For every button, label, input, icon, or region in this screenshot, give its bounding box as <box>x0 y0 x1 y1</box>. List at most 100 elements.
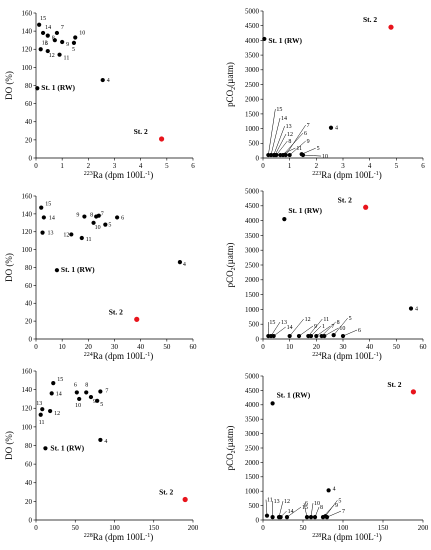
y-tick-label: 500 <box>249 321 260 329</box>
y-tick-label: 0 <box>29 335 33 343</box>
point-label: 9 <box>335 503 338 509</box>
leader-line <box>342 329 358 337</box>
chart-panel-4: 0500100015002000250030003500400045005000… <box>225 187 427 361</box>
y-tick-label: 120 <box>22 228 33 236</box>
y-axis-label: pCO2(µatm) <box>225 62 237 107</box>
station-label: St. 2 <box>363 15 377 24</box>
y-tick-label: 20 <box>25 318 33 326</box>
y-tick-label: 1500 <box>245 110 260 118</box>
leader-line <box>308 318 323 337</box>
x-tick-label: 1 <box>60 162 64 170</box>
data-point-st-2 <box>159 136 165 142</box>
y-tick-label: 0 <box>256 335 260 343</box>
chart-panel-2: 0 500 1000 1500 2000 2500 3000 3500 4000 4500 5000… <box>225 7 425 180</box>
y-tick-label: 40 <box>25 118 33 126</box>
x-tick-label: 5 <box>395 162 399 170</box>
x-axis-label: 228Ra (dpm 100L-1) <box>312 532 382 542</box>
point-label: 8 <box>85 382 88 388</box>
data-point-7 <box>54 30 60 36</box>
data-point-11 <box>38 412 43 417</box>
point-label: 15 <box>57 377 63 383</box>
y-tick-label: 0 <box>29 154 33 162</box>
y-tick-label: 60 <box>25 100 33 108</box>
point-label: 6 <box>305 501 308 507</box>
data-point-st-2 <box>410 389 416 395</box>
point-label: 7 <box>101 212 104 218</box>
point-label: 9 <box>307 139 310 145</box>
point-label: 15 <box>269 320 275 326</box>
y-tick-label: 2500 <box>245 444 260 452</box>
x-tick-label: 3 <box>341 162 345 170</box>
data-point-st-2 <box>182 496 188 503</box>
point-label: 10 <box>75 403 81 409</box>
y-tick-label: 2000 <box>245 276 260 284</box>
leader-line <box>321 321 336 337</box>
data-point-11 <box>79 235 84 241</box>
data-point-st-2 <box>388 24 394 30</box>
y-tick-label: 0 <box>256 154 260 162</box>
point-label: 4 <box>107 78 110 84</box>
leader-line <box>270 118 281 156</box>
data-point-9 <box>82 214 87 219</box>
station-label: St. 2 <box>109 307 123 316</box>
leader-line <box>268 109 276 156</box>
point-label: 7 <box>307 123 310 129</box>
chart-panel-6: 0500100015002000250030003500400045005000… <box>225 372 429 542</box>
y-tick-label: 60 <box>25 282 33 290</box>
data-point-7 <box>98 389 103 394</box>
data-point-6 <box>74 390 79 395</box>
point-label: 5 <box>72 47 75 53</box>
x-axis-label: 223Ra (dpm 100L-1) <box>312 170 382 180</box>
point-label: 6 <box>45 41 48 47</box>
station-label: St. 2 <box>338 195 352 204</box>
leader-line <box>310 503 314 518</box>
point-label: 13 <box>48 231 54 237</box>
point-label: 13 <box>36 401 42 407</box>
point-label: 14 <box>281 116 287 122</box>
y-axis-label: pCO2(µatm) <box>225 243 237 288</box>
data-point-11 <box>264 513 270 518</box>
point-label: 5 <box>338 498 341 504</box>
chart-panel-5: 0 20 40 60 80 100 120 140 160 0 50 100 150 200 228Ra (… <box>4 367 199 542</box>
y-tick-label: 100 <box>22 246 33 254</box>
data-point-7 <box>96 213 101 218</box>
data-point-9 <box>60 39 65 45</box>
y-tick-label: 2000 <box>245 96 260 104</box>
leader-line <box>273 326 286 337</box>
leader-line <box>316 325 331 337</box>
x-axis-label: 228Ra (dpm 100L-1) <box>84 532 154 542</box>
point-label: 12 <box>287 132 293 138</box>
leader-line <box>303 503 308 518</box>
data-point-st-2 <box>134 316 140 322</box>
data-point-15 <box>37 22 42 27</box>
point-label: 11 <box>64 56 70 62</box>
point-label: 11 <box>323 317 329 323</box>
leader-line <box>314 507 320 518</box>
x-tick-label: 60 <box>190 343 198 351</box>
data-point-st-1-rw <box>43 446 48 451</box>
station-label: St. 1 (RW) <box>288 206 322 215</box>
x-tick-label: 0 <box>34 524 38 532</box>
point-label: 11 <box>296 146 302 152</box>
leader-line <box>333 317 348 336</box>
y-tick-label: 3500 <box>245 52 260 60</box>
leader-line <box>270 321 281 337</box>
x-tick-label: 1 <box>288 162 292 170</box>
y-tick-label: 5000 <box>245 187 260 195</box>
data-point-4 <box>326 488 331 493</box>
x-tick-label: 10 <box>59 343 67 351</box>
data-point-6 <box>52 38 57 43</box>
data-point-4 <box>100 77 105 83</box>
data-point-12 <box>45 48 50 54</box>
data-point-st-1-rw <box>270 401 275 406</box>
point-label: 15 <box>276 107 282 113</box>
point-label: 14 <box>56 391 62 397</box>
y-tick-label: 20 <box>25 136 33 144</box>
x-tick-label: 30 <box>340 343 348 351</box>
data-point-15 <box>39 205 44 210</box>
y-tick-label: 140 <box>22 28 33 36</box>
point-label: 10 <box>314 501 320 507</box>
point-label: 7 <box>331 324 334 330</box>
leader-line <box>301 147 316 155</box>
y-tick-label: 500 <box>249 140 260 148</box>
